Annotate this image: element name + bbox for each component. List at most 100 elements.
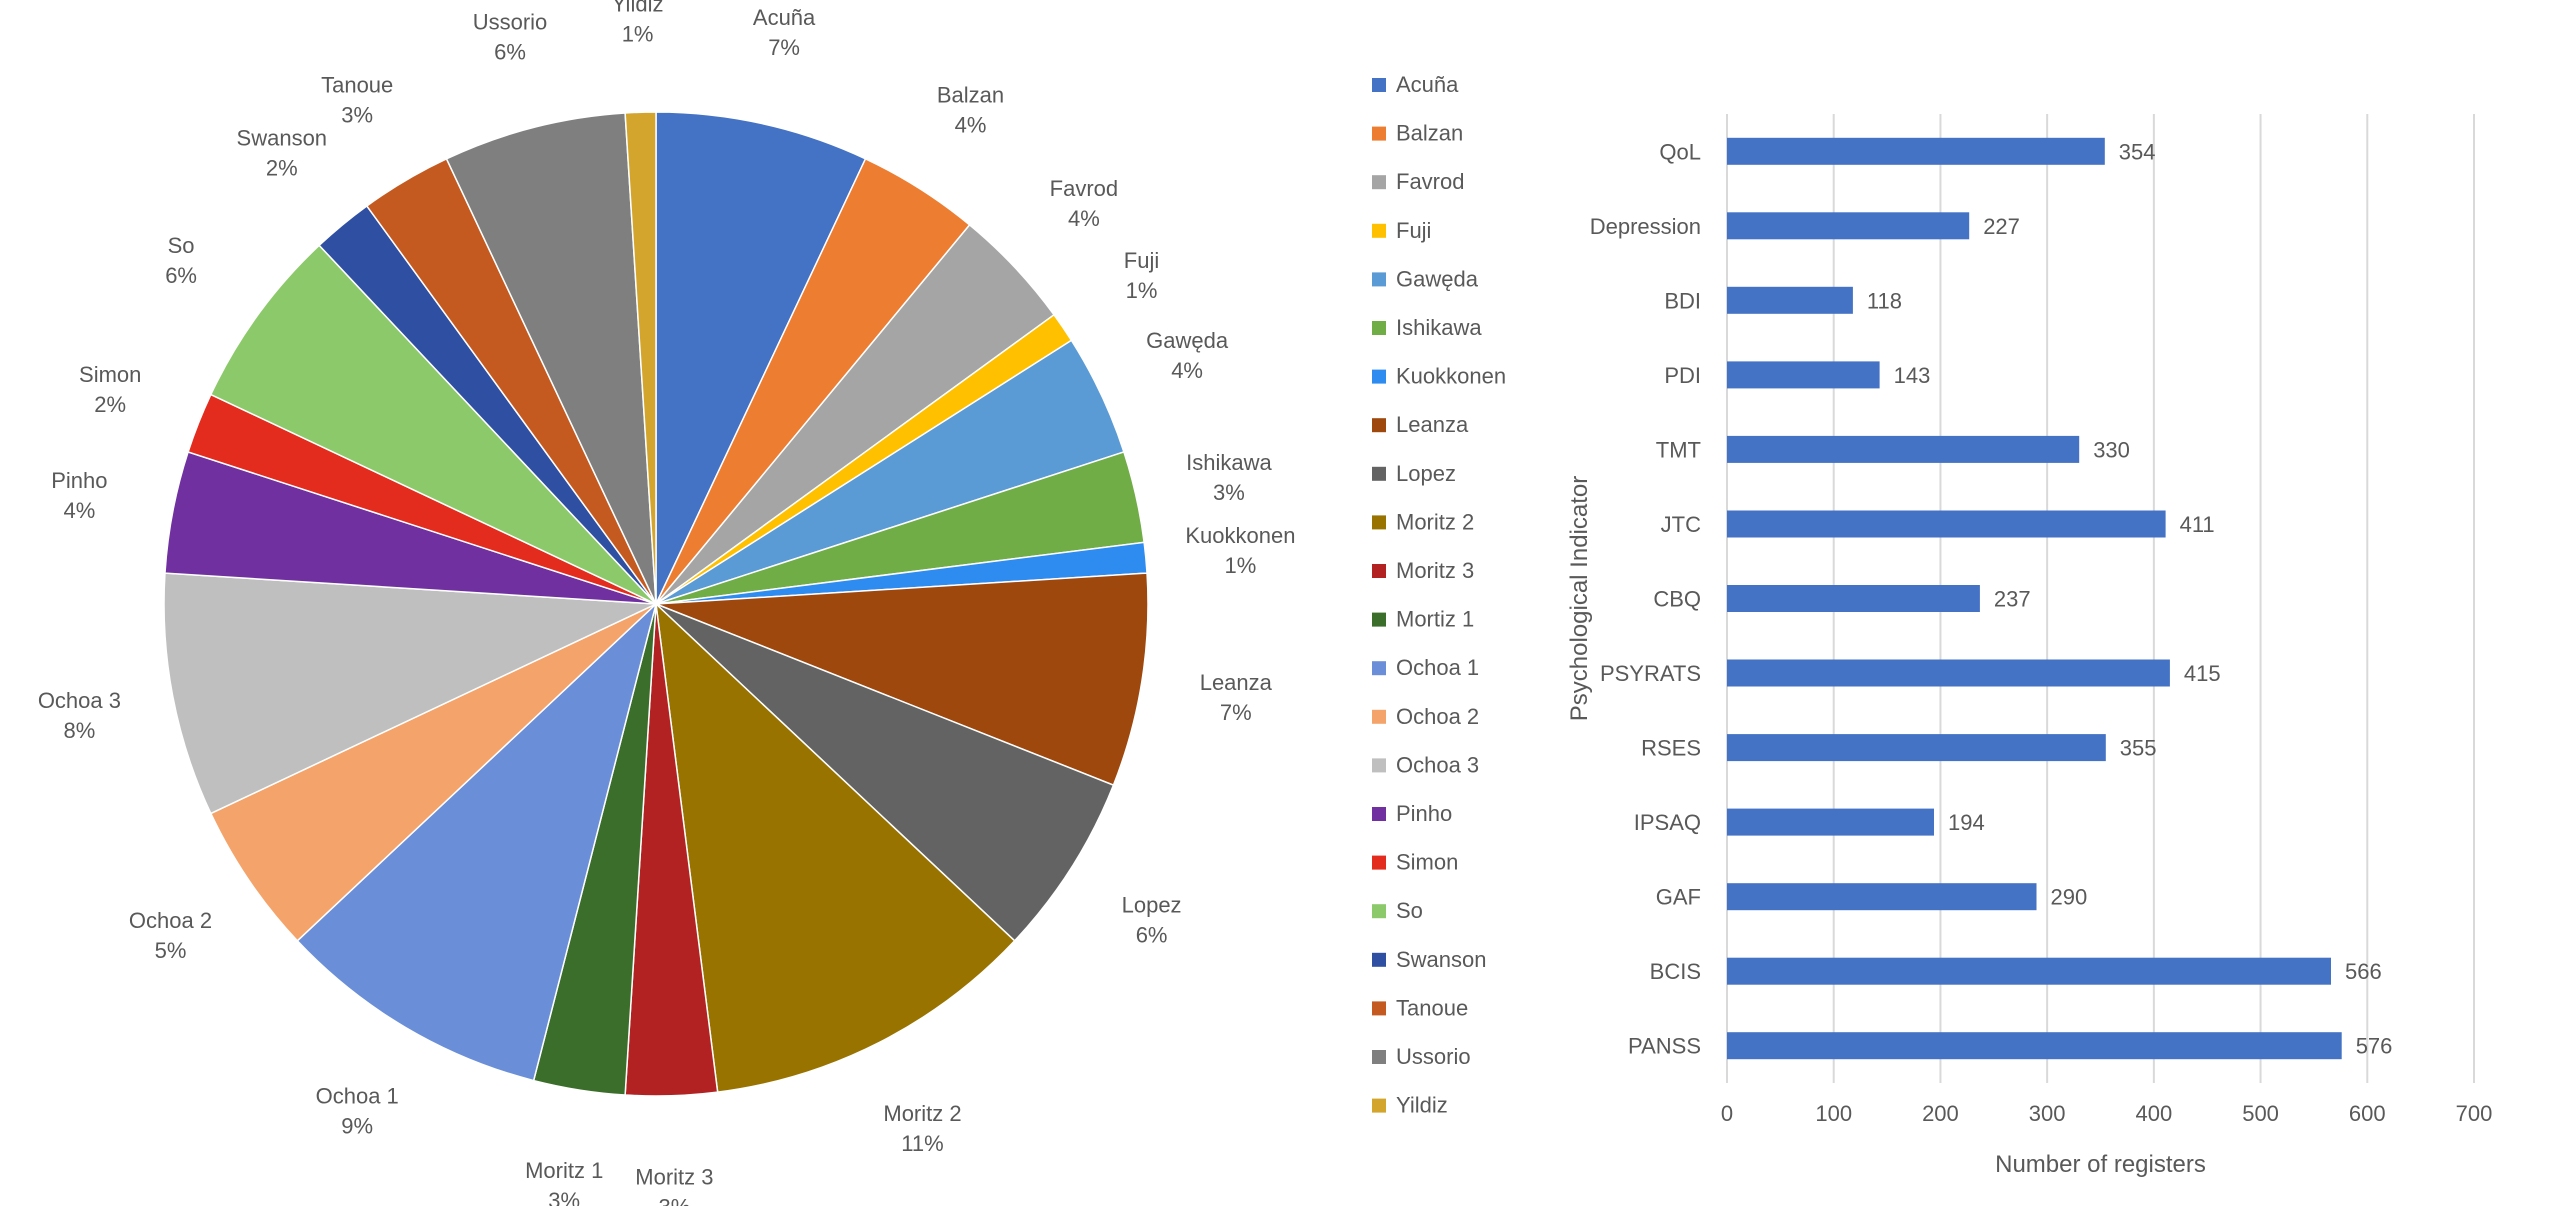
legend-label: Leanza <box>1396 412 1469 437</box>
bar-qol <box>1727 137 2105 165</box>
category-label: BDI <box>1664 288 1701 313</box>
legend-item-balzan: Balzan <box>1372 121 1463 146</box>
pie-slice-ochoa-1 <box>296 601 658 1082</box>
legend-label: Ochoa 2 <box>1396 704 1479 729</box>
category-label: PSYRATS <box>1600 661 1701 686</box>
x-tick-label: 600 <box>2349 1101 2386 1126</box>
pie-label-name: Acuña <box>753 5 816 30</box>
legend-item-favrod: Favrod <box>1372 169 1464 194</box>
pie-slice-yildiz <box>624 111 657 605</box>
category-label: RSES <box>1641 736 1701 761</box>
legend-swatch <box>1372 175 1386 190</box>
pie-label-percent: 4% <box>955 112 987 137</box>
category-label: CBQ <box>1653 587 1701 612</box>
legend-label: Ochoa 3 <box>1396 752 1479 777</box>
pie-label-name: Ussorio <box>473 9 548 34</box>
pie-label-percent: 3% <box>1213 480 1245 505</box>
legend-item-fuji: Fuji <box>1372 218 1431 243</box>
legend-label: Pinho <box>1396 801 1452 826</box>
value-label: 237 <box>1994 587 2031 612</box>
pie-label-name: Ochoa 2 <box>129 908 212 933</box>
pie-label-percent: 11% <box>901 1131 943 1156</box>
value-label: 576 <box>2356 1034 2393 1059</box>
pie-label-percent: 9% <box>341 1113 373 1138</box>
bar-value-labels: 354 227 118 143 330 411 237 415 355 194 290 566 576 <box>1867 139 2393 1058</box>
pie-label-percent: 7% <box>768 35 800 60</box>
pie-label-name: Ochoa 1 <box>316 1083 399 1108</box>
pie-label-percent: 1% <box>1225 553 1257 578</box>
legend-swatch <box>1372 466 1386 481</box>
legend-swatch <box>1372 904 1386 919</box>
bar-bcis <box>1727 957 2331 985</box>
bar-chart: QoL Depression BDI PDI TMT JTC CBQ PSYRATS RSES I… <box>1566 114 2492 1178</box>
legend-item-ussorio: Ussorio <box>1372 1044 1471 1069</box>
legend-label: Balzan <box>1396 121 1463 146</box>
value-label: 290 <box>2051 885 2088 910</box>
legend-swatch <box>1372 223 1386 238</box>
x-tick-label: 0 <box>1721 1101 1733 1126</box>
pie-label-name: Moritz 2 <box>883 1101 961 1126</box>
category-label: Depression <box>1590 214 1701 239</box>
pie-label-name: So <box>168 233 195 258</box>
legend-item-pinho: Pinho <box>1372 801 1452 826</box>
legend-item-moritz-3: Moritz 3 <box>1372 558 1474 583</box>
pie-label-name: Moritz 1 <box>525 1158 603 1183</box>
pie-label-name: Swanson <box>237 126 328 151</box>
pie-label-name: Yildiz <box>612 0 664 16</box>
pie-label-percent: 2% <box>94 392 126 417</box>
legend-label: Yildiz <box>1396 1093 1448 1118</box>
pie-labels: Acuña 7% Balzan 4% Favrod 4% Fuji 1% Gawęda 4% Ish… <box>38 0 1296 1206</box>
legend-swatch <box>1372 272 1386 287</box>
legend-swatch <box>1372 758 1386 773</box>
value-label: 566 <box>2345 959 2382 984</box>
pie-label-percent: 2% <box>266 156 298 181</box>
pie-label-name: Ishikawa <box>1186 450 1272 475</box>
legend-item-acuna: Acuña <box>1372 72 1459 97</box>
legend-swatch <box>1372 1001 1386 1016</box>
pie-label-name: Favrod <box>1050 176 1118 201</box>
category-label: GAF <box>1656 885 1701 910</box>
pie-slice-ochoa-3 <box>163 572 657 815</box>
y-axis-title: Psychological Indicator <box>1566 476 1593 721</box>
legend-swatch <box>1372 855 1386 870</box>
legend-label: Favrod <box>1396 169 1464 194</box>
legend-label: Tanoue <box>1396 995 1468 1020</box>
legend-swatch <box>1372 78 1386 92</box>
legend-swatch <box>1372 612 1386 627</box>
pie-label-percent: 8% <box>64 718 96 743</box>
pie-label-name: Moritz 3 <box>635 1165 713 1190</box>
bar-pdi <box>1727 361 1880 389</box>
x-tick-label: 300 <box>2029 1101 2066 1126</box>
legend-item-kuokkonen: Kuokkonen <box>1372 364 1506 389</box>
legend-label: Acuña <box>1396 72 1459 97</box>
pie-label-percent: 1% <box>622 21 654 46</box>
legend-swatch <box>1372 321 1386 335</box>
legend-swatch <box>1372 709 1386 724</box>
pie-label-name: Lopez <box>1122 893 1182 918</box>
legend-item-ochoa-1: Ochoa 1 <box>1372 655 1479 680</box>
legend-item-simon: Simon <box>1372 850 1458 875</box>
pie-label-percent: 7% <box>1220 700 1252 725</box>
legend-label: Fuji <box>1396 218 1431 243</box>
legend-item-so: So <box>1372 898 1423 923</box>
pie-label-name: Kuokkonen <box>1185 523 1295 548</box>
pie-slice-lopez <box>655 603 1115 942</box>
value-label: 194 <box>1948 810 1985 835</box>
x-tick-label: 100 <box>1815 1101 1852 1126</box>
bar-tmt <box>1727 435 2080 463</box>
pie-slice-ussorio <box>445 112 657 605</box>
pie-label-percent: 3% <box>659 1195 691 1206</box>
legend-label: Ussorio <box>1396 1044 1471 1069</box>
category-label: TMT <box>1656 437 1701 462</box>
pie-label-name: Simon <box>79 362 141 387</box>
pie-label-name: Gawęda <box>1146 328 1229 353</box>
x-tick-label: 200 <box>1922 1101 1959 1126</box>
legend-label: Lopez <box>1396 461 1456 486</box>
pie-label-percent: 5% <box>155 938 187 963</box>
legend-label: So <box>1396 898 1423 923</box>
legend-label: Simon <box>1396 850 1458 875</box>
legend-item-gaweda: Gawęda <box>1372 266 1479 291</box>
pie-legend: Acuña Balzan Favrod Fuji Gawęda Ishikawa Kuokk… <box>1372 72 1506 1118</box>
pie-label-percent: 4% <box>64 498 96 523</box>
